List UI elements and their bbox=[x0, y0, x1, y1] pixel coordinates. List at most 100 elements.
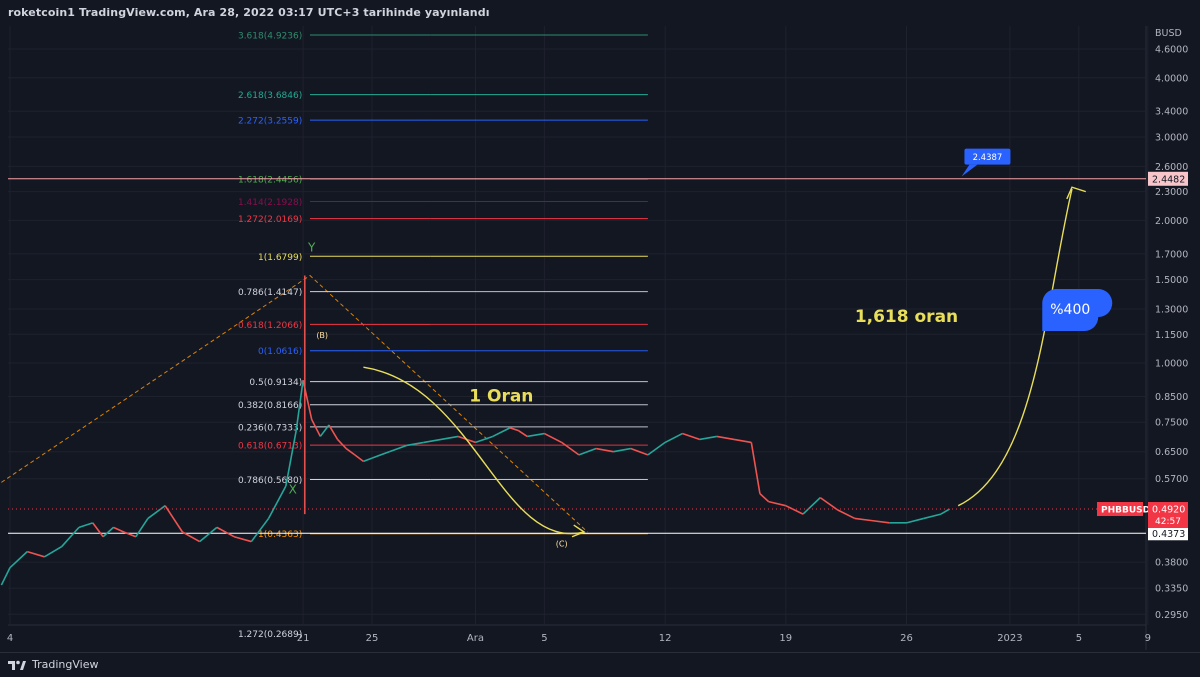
up-move-curve bbox=[957, 188, 1073, 507]
price-segment bbox=[527, 432, 545, 438]
y-tick-label: 0.6500 bbox=[1155, 447, 1188, 458]
price-segment bbox=[147, 505, 166, 520]
price-callout-pointer bbox=[961, 164, 978, 177]
down-move-arrowhead bbox=[571, 524, 586, 538]
fib-extension-trend bbox=[1, 274, 588, 533]
price-segment bbox=[716, 435, 735, 441]
price-segment bbox=[647, 441, 666, 456]
y-tick-label: 0.5700 bbox=[1155, 474, 1188, 485]
price-segment bbox=[123, 531, 137, 538]
fib-level-label: 2.618(3.6846) bbox=[238, 91, 302, 101]
fib-level-label: 3.618(4.9236) bbox=[238, 32, 302, 42]
price-segment bbox=[102, 526, 114, 538]
last-price-value: 0.4920 bbox=[1152, 505, 1185, 516]
symbol-tag-label: PHBBUSD bbox=[1101, 506, 1150, 516]
price-segment bbox=[345, 447, 356, 456]
chart-footer: TradingView bbox=[0, 652, 1200, 677]
price-segment bbox=[613, 447, 631, 453]
price-segment bbox=[475, 435, 493, 444]
price-segment bbox=[319, 424, 330, 437]
x-tick-label: 2023 bbox=[997, 633, 1022, 644]
x-tick-label: 25 bbox=[366, 633, 379, 644]
x-tick-label: 5 bbox=[1076, 633, 1082, 644]
x-tick-label: 5 bbox=[541, 633, 547, 644]
price-segment bbox=[630, 447, 649, 456]
fib-level-label: 0.236(0.7333) bbox=[238, 423, 302, 433]
chart-header: roketcoin1 TradingView.com, Ara 28, 2022… bbox=[0, 0, 1200, 24]
percent-callout-text: %400 bbox=[1050, 302, 1090, 318]
price-segment bbox=[768, 500, 786, 507]
price-segment bbox=[310, 419, 322, 437]
price-segment bbox=[389, 444, 407, 453]
price-segment bbox=[819, 496, 838, 511]
countdown-value: 42:57 bbox=[1155, 517, 1181, 527]
price-segment bbox=[561, 441, 580, 456]
price-segment bbox=[233, 535, 252, 543]
price-segment bbox=[182, 531, 201, 543]
fib-level-label: 1.272(2.0169) bbox=[238, 215, 302, 225]
point-label-y: Y bbox=[307, 240, 316, 254]
x-tick-label: 12 bbox=[659, 633, 672, 644]
price-segment bbox=[406, 441, 424, 447]
price-segment bbox=[27, 550, 45, 558]
price-segment bbox=[135, 517, 149, 538]
price-segment bbox=[802, 497, 821, 515]
y-tick-label: 4.6000 bbox=[1155, 44, 1188, 55]
price-segment bbox=[940, 508, 950, 515]
currency-label: BUSD bbox=[1155, 28, 1182, 39]
price-segment bbox=[664, 432, 683, 444]
price-segment bbox=[544, 432, 563, 444]
y-tick-label: 4.0000 bbox=[1155, 73, 1188, 84]
price-segment bbox=[733, 438, 752, 444]
price-segment bbox=[518, 429, 528, 438]
price-segment bbox=[113, 526, 125, 533]
y-tick-label: 1.0000 bbox=[1155, 359, 1188, 370]
price-segment bbox=[371, 450, 390, 459]
price-segment bbox=[164, 505, 184, 533]
y-tick-label: 1.1500 bbox=[1155, 330, 1188, 341]
price-segment bbox=[906, 517, 924, 524]
plot-area bbox=[8, 26, 1146, 625]
price-segment bbox=[9, 551, 28, 569]
price-segment bbox=[682, 432, 700, 441]
tradingview-logo-icon bbox=[8, 660, 26, 670]
point-label-x: X bbox=[289, 483, 297, 497]
price-segment bbox=[78, 522, 94, 529]
y-tick-label: 0.7500 bbox=[1155, 418, 1188, 429]
price-segment bbox=[699, 435, 717, 441]
fib-level-label: 0.5(0.9134) bbox=[249, 378, 302, 388]
price-segment bbox=[871, 519, 890, 524]
price-segment bbox=[267, 485, 287, 519]
y-tick-label: 2.3000 bbox=[1155, 187, 1188, 198]
fib-level-label: 0.618(0.6713) bbox=[238, 442, 302, 452]
fib-level-label: 1.272(0.2689) bbox=[238, 630, 302, 640]
price-segment bbox=[61, 526, 80, 548]
price-segment bbox=[363, 457, 373, 463]
symbol-tag bbox=[1097, 502, 1143, 517]
y-tick-label: 2.0000 bbox=[1155, 216, 1188, 227]
price-segment bbox=[328, 424, 339, 440]
fib-level-label: 1.618(2.4456) bbox=[238, 176, 302, 186]
percent-callout-bubble bbox=[1042, 289, 1113, 332]
price-segment bbox=[837, 509, 856, 520]
wave-label-b: (B) bbox=[316, 331, 328, 340]
horizontal-level-tag bbox=[1148, 526, 1188, 541]
price-segment bbox=[423, 438, 442, 444]
y-tick-label: 2.6000 bbox=[1155, 162, 1188, 173]
fib-level-label: 0.786(1.4147) bbox=[238, 288, 302, 298]
y-tick-label: 0.3350 bbox=[1155, 584, 1188, 595]
price-segment bbox=[0, 567, 11, 586]
y-tick-label: 1.3000 bbox=[1155, 305, 1188, 316]
price-segment bbox=[216, 526, 235, 538]
annotation-1-oran: 1 Oran bbox=[469, 386, 533, 406]
horizontal-level-tag bbox=[1148, 171, 1188, 186]
wave-label-c: (C) bbox=[556, 540, 568, 549]
fib-level-label: 0.618(1.2066) bbox=[238, 321, 302, 331]
tradingview-brand[interactable]: TradingView bbox=[8, 658, 98, 671]
price-segment bbox=[923, 513, 942, 520]
price-segment bbox=[578, 447, 597, 456]
price-segment bbox=[750, 442, 761, 494]
x-tick-label: 26 bbox=[900, 633, 913, 644]
price-segment bbox=[295, 380, 304, 431]
